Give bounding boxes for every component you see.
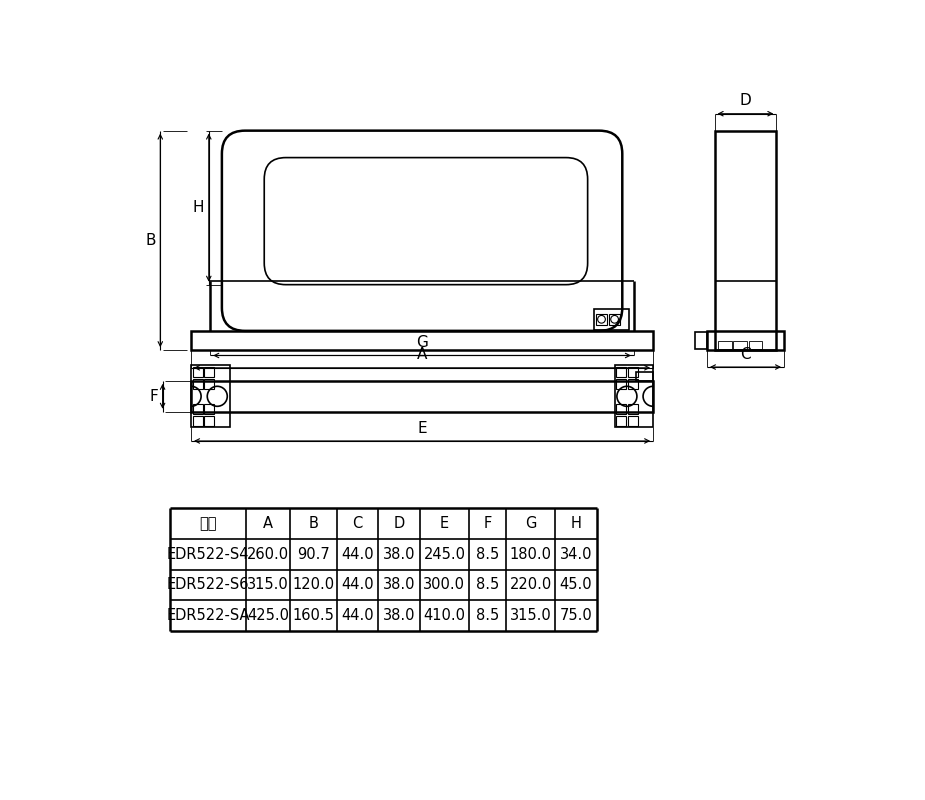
Text: B: B bbox=[309, 516, 318, 531]
Text: 45.0: 45.0 bbox=[560, 578, 592, 593]
Bar bbox=[707, 331, 784, 350]
Bar bbox=[616, 367, 626, 377]
Bar bbox=[192, 415, 203, 426]
Text: E: E bbox=[440, 516, 449, 531]
Text: C: C bbox=[740, 346, 751, 362]
Bar bbox=[696, 332, 707, 349]
Text: 44.0: 44.0 bbox=[341, 578, 374, 593]
Bar bbox=[191, 381, 653, 412]
Bar bbox=[192, 378, 203, 389]
Bar bbox=[616, 404, 626, 414]
Bar bbox=[715, 130, 776, 350]
Text: 90.7: 90.7 bbox=[297, 546, 330, 562]
Bar bbox=[204, 378, 215, 389]
Text: 8.5: 8.5 bbox=[476, 608, 500, 623]
Text: 8.5: 8.5 bbox=[476, 578, 500, 593]
Text: 160.5: 160.5 bbox=[292, 608, 335, 623]
Text: A: A bbox=[263, 516, 273, 531]
Text: 38.0: 38.0 bbox=[383, 608, 415, 623]
Text: 120.0: 120.0 bbox=[292, 578, 335, 593]
Bar bbox=[628, 415, 637, 426]
Text: A: A bbox=[417, 347, 427, 362]
Text: 260.0: 260.0 bbox=[247, 546, 290, 562]
Bar bbox=[192, 367, 203, 377]
Text: EDR522-S4: EDR522-S4 bbox=[166, 546, 249, 562]
Bar bbox=[596, 314, 607, 325]
Text: 44.0: 44.0 bbox=[341, 546, 374, 562]
Text: E: E bbox=[417, 421, 427, 435]
Text: H: H bbox=[192, 200, 204, 215]
Text: D: D bbox=[393, 516, 404, 531]
Text: 38.0: 38.0 bbox=[383, 578, 415, 593]
Text: 44.0: 44.0 bbox=[341, 608, 374, 623]
Bar bbox=[718, 341, 732, 349]
Bar bbox=[748, 341, 762, 349]
Bar bbox=[204, 404, 215, 414]
Text: 75.0: 75.0 bbox=[560, 608, 593, 623]
Bar bbox=[192, 404, 203, 414]
Text: 315.0: 315.0 bbox=[510, 608, 551, 623]
Text: B: B bbox=[145, 233, 155, 248]
Bar bbox=[204, 367, 215, 377]
Text: EDR522-S6: EDR522-S6 bbox=[166, 578, 249, 593]
Text: 8.5: 8.5 bbox=[476, 546, 500, 562]
Bar bbox=[628, 378, 637, 389]
Bar bbox=[191, 366, 229, 427]
Bar bbox=[628, 404, 637, 414]
Text: C: C bbox=[352, 516, 363, 531]
Text: 34.0: 34.0 bbox=[560, 546, 592, 562]
Bar bbox=[204, 415, 215, 426]
Text: EDR522-SA: EDR522-SA bbox=[166, 608, 250, 623]
Text: 410.0: 410.0 bbox=[424, 608, 465, 623]
Text: F: F bbox=[484, 516, 492, 531]
Text: H: H bbox=[571, 516, 582, 531]
Bar bbox=[616, 415, 626, 426]
Text: 180.0: 180.0 bbox=[510, 546, 551, 562]
Text: 220.0: 220.0 bbox=[510, 578, 552, 593]
Text: G: G bbox=[416, 335, 428, 350]
Text: 300.0: 300.0 bbox=[424, 578, 465, 593]
Bar bbox=[734, 341, 747, 349]
Bar bbox=[610, 314, 620, 325]
Bar bbox=[616, 378, 626, 389]
Bar bbox=[191, 331, 653, 350]
Text: D: D bbox=[740, 94, 751, 108]
Bar bbox=[614, 366, 653, 427]
Text: 型号: 型号 bbox=[199, 516, 216, 531]
Text: G: G bbox=[525, 516, 536, 531]
Text: 425.0: 425.0 bbox=[247, 608, 290, 623]
Text: F: F bbox=[149, 389, 158, 404]
Text: 38.0: 38.0 bbox=[383, 546, 415, 562]
Text: 245.0: 245.0 bbox=[424, 546, 465, 562]
Bar bbox=[594, 309, 629, 330]
Text: 315.0: 315.0 bbox=[247, 578, 289, 593]
Bar bbox=[636, 372, 653, 381]
Bar bbox=[628, 367, 637, 377]
